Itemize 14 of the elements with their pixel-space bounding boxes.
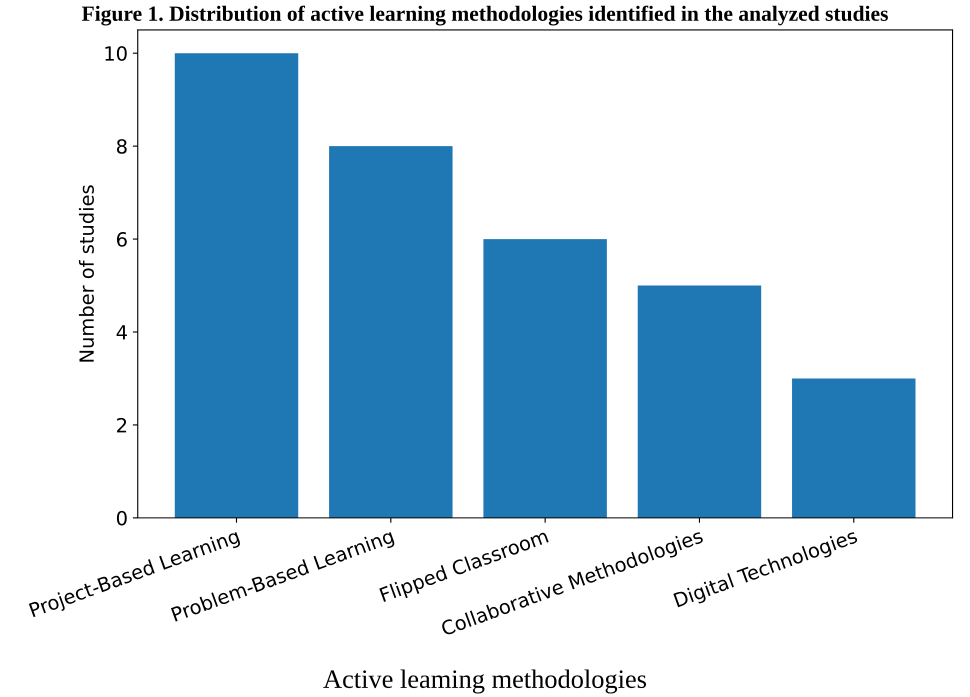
bar bbox=[174, 53, 298, 518]
y-tick-label: 2 bbox=[117, 418, 126, 432]
chart-title: Figure 1. Distribution of active learning methodologies identified in the analyzed studies bbox=[82, 6, 888, 26]
y-tick-label: 10 bbox=[105, 46, 127, 61]
bar bbox=[792, 378, 916, 518]
y-tick-label: 8 bbox=[116, 139, 127, 154]
bar bbox=[483, 239, 607, 518]
y-tick-label: 6 bbox=[117, 232, 127, 247]
bar bbox=[638, 286, 762, 518]
y-tick-label: 4 bbox=[116, 325, 127, 340]
bar bbox=[329, 146, 453, 518]
x-axis-title: Active leaming methodologies bbox=[323, 670, 646, 694]
y-axis-title: Number of studies bbox=[78, 185, 94, 362]
y-tick-label: 0 bbox=[116, 510, 127, 526]
